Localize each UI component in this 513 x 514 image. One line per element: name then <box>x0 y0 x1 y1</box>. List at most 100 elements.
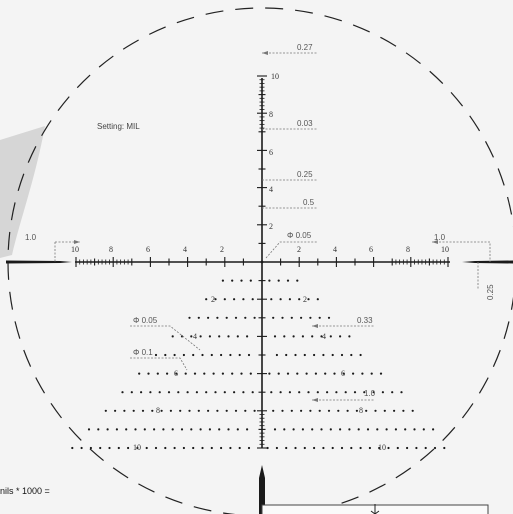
holdover-dot <box>318 316 321 319</box>
holdover-dot <box>199 335 202 338</box>
holdover-dot <box>396 446 399 450</box>
holdover-dot <box>393 409 396 412</box>
holdover-dot <box>318 409 321 412</box>
holdover-dot <box>210 353 213 357</box>
holdover-dot <box>203 372 206 375</box>
holdover-dot <box>125 428 128 431</box>
holdover-dot <box>106 428 109 431</box>
holdover-dot <box>327 409 331 412</box>
holdover-dot <box>114 409 117 412</box>
holdover-dot <box>246 335 249 338</box>
formula-fragment: nils * 1000 = <box>0 486 50 496</box>
holdover-dot <box>355 409 358 412</box>
holdover-dot <box>233 391 236 394</box>
holdover-dot <box>316 391 319 394</box>
holdover-dot <box>329 335 332 338</box>
holdover-dot <box>404 428 407 431</box>
holdover-dot <box>149 391 152 394</box>
holdover-dot <box>433 446 437 450</box>
top-scale-label-2: 2 <box>269 222 273 231</box>
tree-row-label-8-left: 8 <box>156 406 160 415</box>
holdover-dot <box>132 409 135 412</box>
holdover-dot <box>376 428 379 431</box>
holdover-dot <box>290 316 293 319</box>
holdover-dot <box>188 409 191 412</box>
holdover-dot <box>353 391 357 394</box>
holdover-dot <box>361 372 364 375</box>
holdover-dot <box>117 446 120 450</box>
holdover-dot <box>231 372 234 375</box>
holdover-dot <box>190 335 193 338</box>
holdover-dot <box>166 372 169 375</box>
holdover-dot <box>402 409 405 412</box>
holdover-dot <box>108 446 111 450</box>
holdover-dot <box>192 446 195 450</box>
holdover-dot <box>121 391 124 394</box>
right-scale-label-2: 2 <box>297 245 301 254</box>
holdover-dot <box>205 298 208 301</box>
holdover-dot <box>320 335 323 338</box>
holdover-dot <box>366 428 370 431</box>
holdover-dot <box>273 335 277 338</box>
holdover-dot <box>322 446 325 450</box>
holdover-dot <box>195 391 198 394</box>
holdover-dot <box>234 316 238 319</box>
holdover-dot <box>182 353 185 357</box>
holdover-dot <box>247 353 251 357</box>
holdover-dot <box>340 446 344 450</box>
holdover-dot <box>270 298 273 301</box>
holdover-dot <box>210 446 213 450</box>
tree-row-label-10-right: 10 <box>378 443 386 452</box>
holdover-dot <box>115 428 118 431</box>
holdover-dot <box>216 409 219 412</box>
holdover-dot <box>368 446 371 450</box>
holdover-dot <box>186 391 189 394</box>
leader-center-dot <box>265 241 318 259</box>
tree-row-label-4-right: 4 <box>322 332 326 341</box>
holdover-dot <box>337 409 340 412</box>
holdover-dot <box>342 372 345 375</box>
leader-right-1-0 <box>432 241 491 262</box>
holdover-dot <box>406 446 409 450</box>
arrow-0-27 <box>262 51 268 55</box>
holdover-dot <box>242 391 245 394</box>
holdover-dot <box>279 298 282 301</box>
holdover-dot <box>236 335 239 338</box>
holdover-dot <box>154 446 158 450</box>
holdover-dot <box>413 428 416 431</box>
holdover-dot <box>201 353 204 357</box>
left-scale-label-10: 10 <box>71 245 79 254</box>
holdover-dot <box>99 446 102 450</box>
holdover-dot <box>180 428 184 431</box>
holdover-dot <box>89 446 92 450</box>
annotation-tree-dot-01: Φ 0.1 <box>133 348 153 357</box>
holdover-dot <box>151 409 154 412</box>
holdover-dot <box>305 372 308 375</box>
annotation-center-dot: Φ 0.05 <box>287 231 312 240</box>
holdover-dot <box>160 409 163 412</box>
holdover-dot <box>71 446 74 450</box>
tree-row-label-2-right: 2 <box>303 295 307 304</box>
tree-row-label-6-right: 6 <box>341 369 345 378</box>
holdover-dot <box>167 391 171 394</box>
holdover-dot <box>216 316 219 319</box>
top-scale-label-4: 4 <box>269 185 273 194</box>
holdover-dot <box>313 353 316 357</box>
holdover-dot <box>175 372 178 375</box>
holdover-dot <box>303 353 306 357</box>
holdover-dot <box>251 391 254 394</box>
right-scale-label-8: 8 <box>406 245 410 254</box>
holdover-dot <box>350 353 353 357</box>
holdover-dot <box>179 409 182 412</box>
arrow-left-1-0 <box>74 240 80 244</box>
holdover-dot <box>275 353 278 357</box>
holdover-dot <box>357 428 360 431</box>
holdover-dot <box>322 353 325 357</box>
holdover-dot <box>247 446 251 450</box>
holdover-dot <box>339 428 342 431</box>
holdover-dot <box>277 372 280 375</box>
holdover-dot <box>346 409 349 412</box>
annotation-tree-0-33: 0.33 <box>357 316 373 325</box>
holdover-dot <box>229 446 232 450</box>
